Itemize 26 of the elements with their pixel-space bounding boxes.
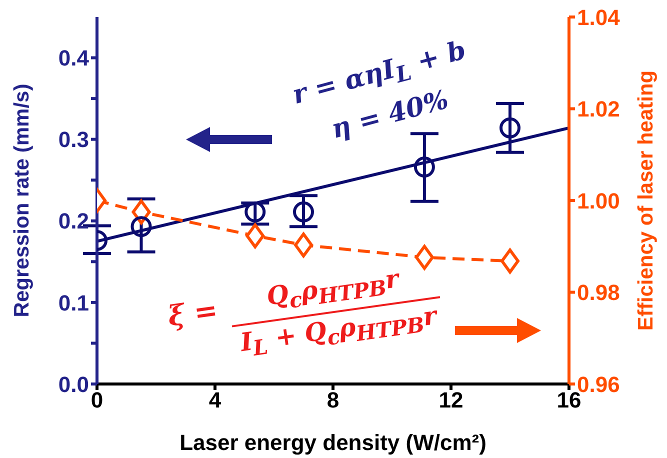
y-axis-title: Regression rate (mm/s) xyxy=(10,84,34,318)
annotation: Q$_{c}$ρ$_{HTPB}$r xyxy=(264,264,400,313)
y2-tick-label: 1.00 xyxy=(577,188,620,214)
point xyxy=(130,216,152,238)
x-tick-label: 4 xyxy=(208,388,222,413)
y-tick-label: 0.0 xyxy=(58,372,89,397)
point xyxy=(414,156,435,178)
point xyxy=(500,248,520,274)
y2-tick-label: 0.98 xyxy=(577,280,620,306)
x-tick-label: 0 xyxy=(90,388,104,413)
y-tick-label: 0.2 xyxy=(58,208,89,234)
x-tick-label: 12 xyxy=(438,388,464,413)
point xyxy=(293,201,314,222)
y2-tick-label: 1.04 xyxy=(577,4,621,30)
point xyxy=(294,232,313,258)
point xyxy=(414,244,434,270)
y2-tick-label: 1.02 xyxy=(577,96,620,122)
x-tick-label: 8 xyxy=(326,388,340,413)
point xyxy=(246,223,265,248)
annotation: ξ = xyxy=(166,293,220,333)
y-tick-label: 0.4 xyxy=(58,46,90,71)
y2-axis-title: Efficiency of laser heating xyxy=(634,70,658,331)
y-tick-label: 0.1 xyxy=(58,290,89,316)
x-axis-title: Laser energy density (W/cm²) xyxy=(180,430,486,455)
y-tick-label: 0.3 xyxy=(58,127,89,152)
point xyxy=(500,117,520,138)
